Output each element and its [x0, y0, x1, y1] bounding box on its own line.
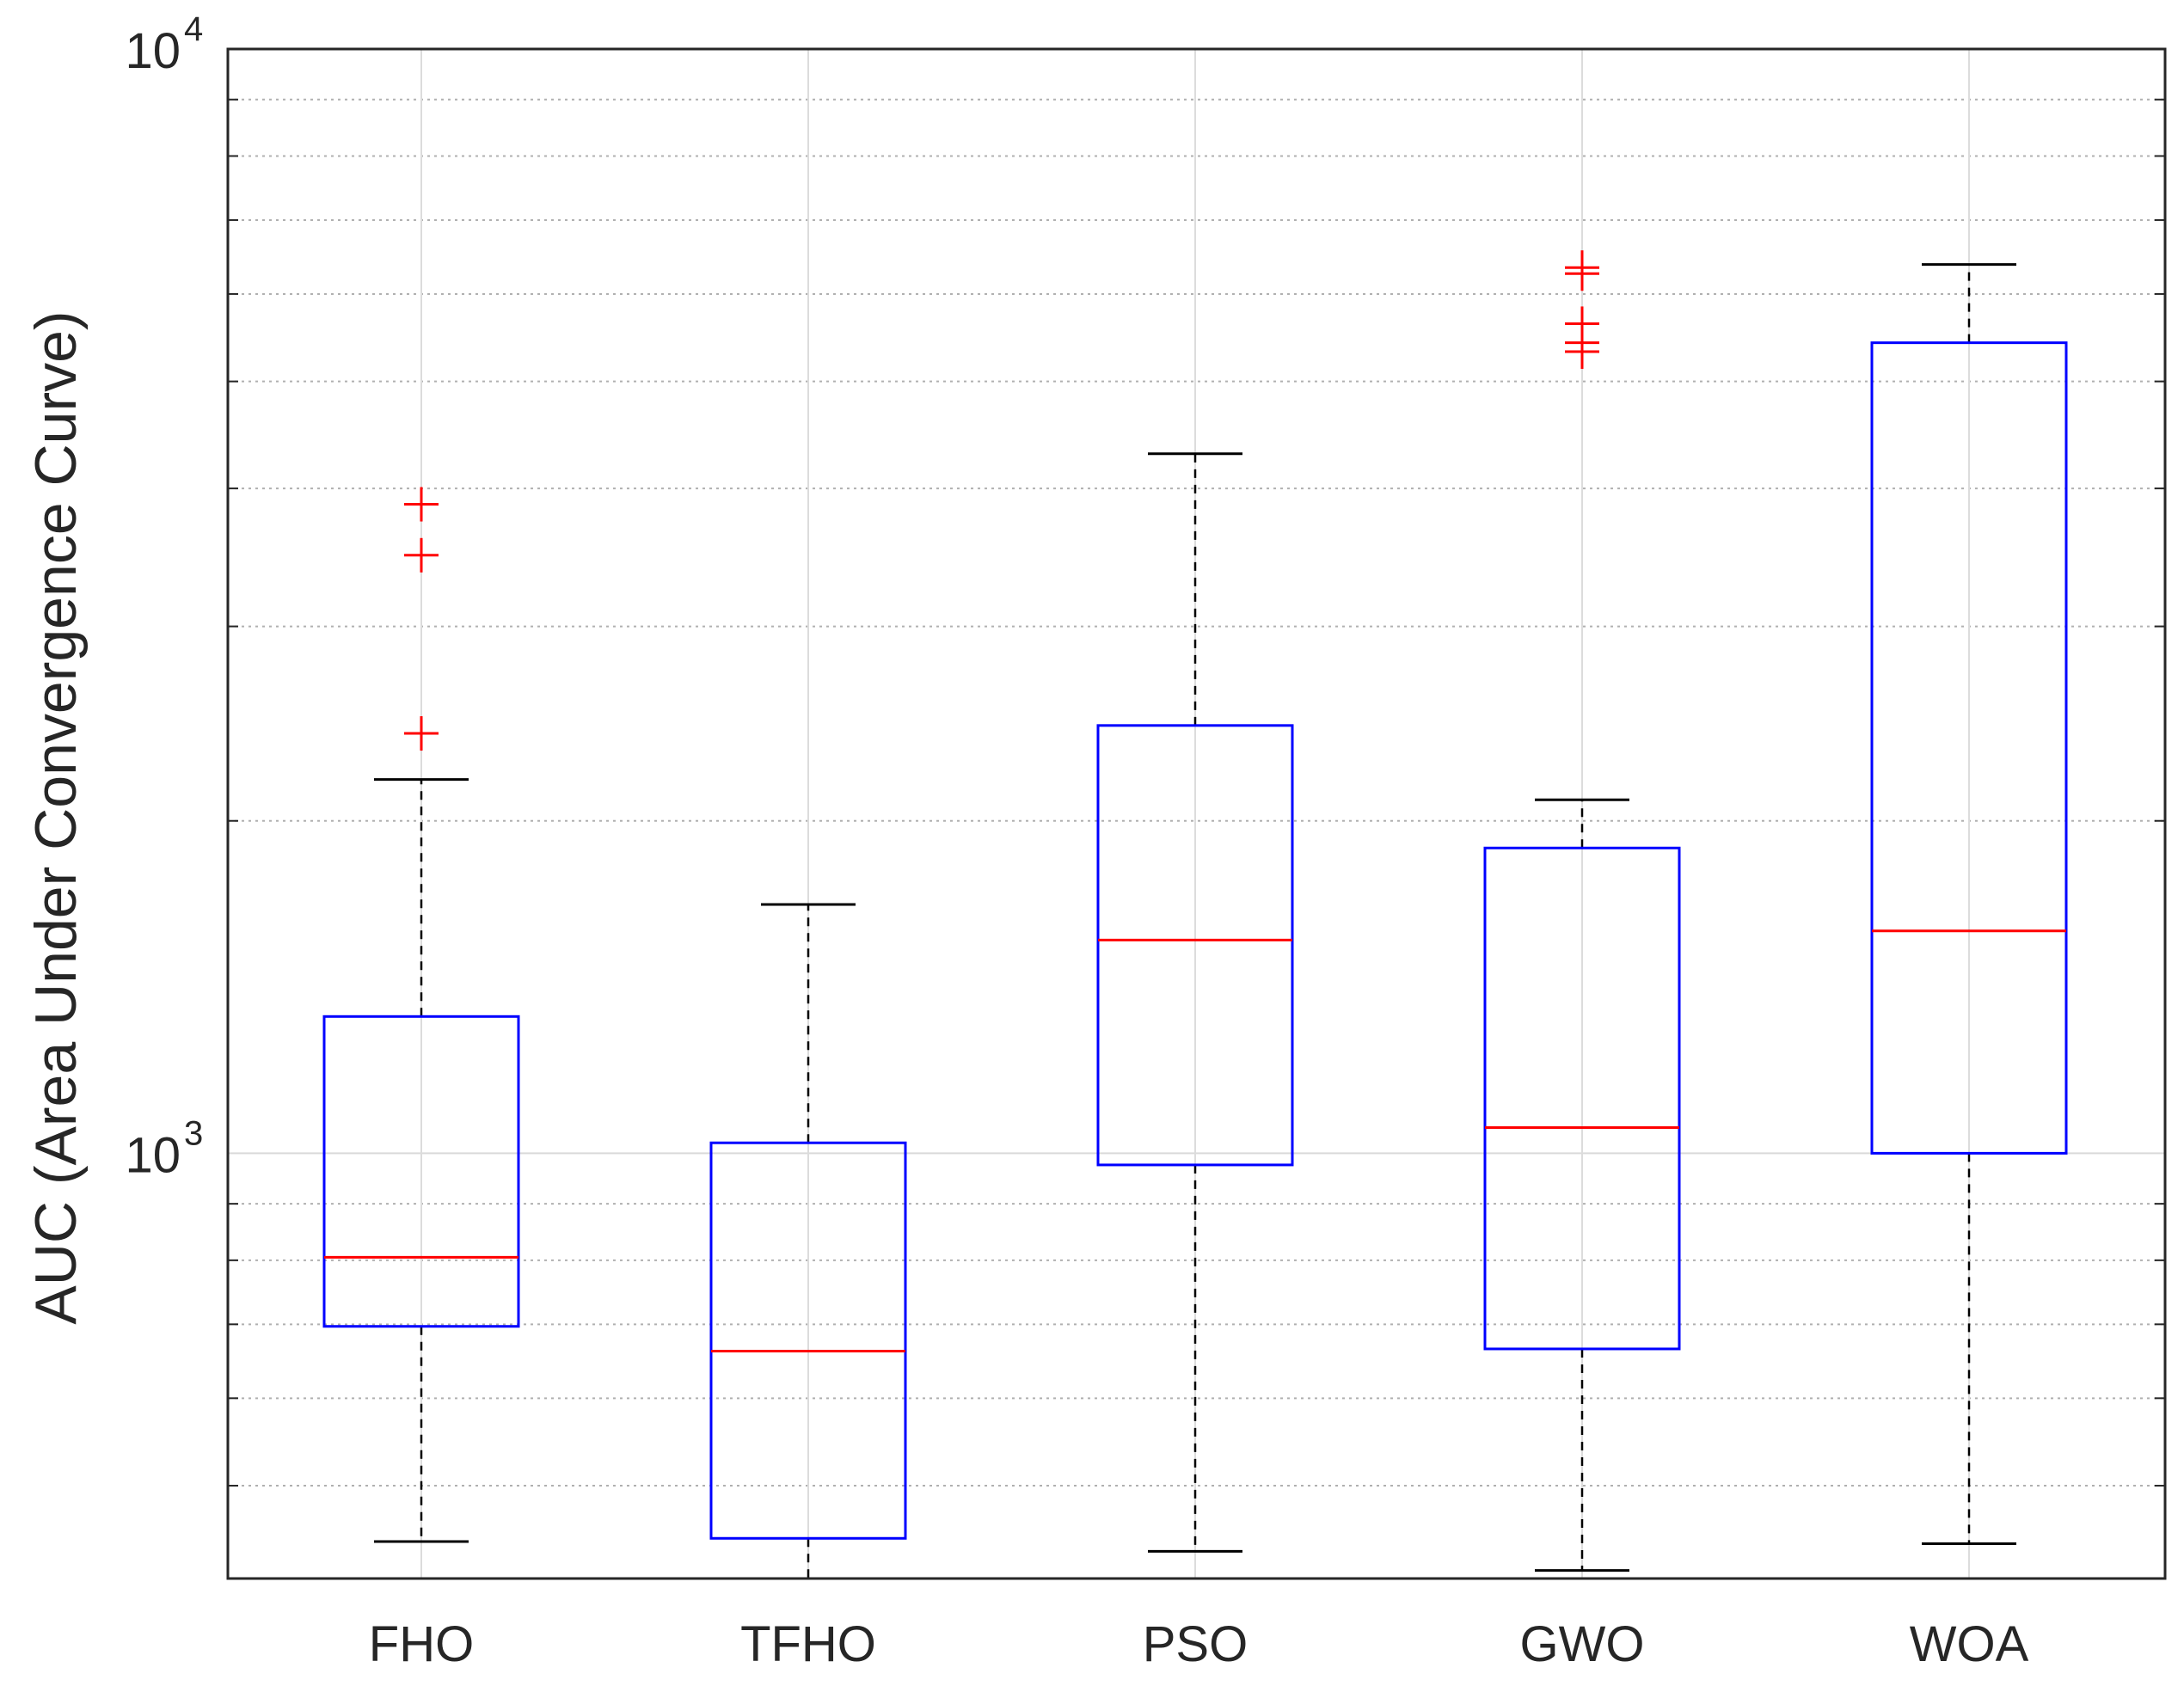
y-axis-title: AUC (Area Under Convergence Curve) [23, 310, 89, 1324]
box-tfho [709, 903, 907, 1580]
y-tick-exponent: 3 [184, 1114, 203, 1152]
outlier-marker [404, 716, 439, 751]
grid-lines [228, 49, 2165, 1579]
x-tick-label: GWO [1520, 1616, 1645, 1672]
y-tick-label: 10 [125, 1127, 181, 1183]
iqr-box [1483, 846, 1681, 1351]
box-woa [1870, 263, 2068, 1546]
iqr-box [1870, 341, 2068, 1155]
plot-area [322, 250, 2068, 1580]
box-pso [1096, 452, 1294, 1553]
outlier-marker [1565, 306, 1599, 341]
x-tick-label: PSO [1143, 1616, 1248, 1672]
box-gwo [1483, 250, 1681, 1572]
x-tick-label: WOA [1910, 1616, 2029, 1672]
outlier-marker [404, 487, 439, 522]
box-fho [322, 487, 520, 1543]
x-tick-label: TFHO [740, 1616, 876, 1672]
axes-frame [226, 47, 2167, 1580]
iqr-box [1096, 724, 1294, 1167]
iqr-box [322, 1015, 520, 1328]
y-tick-exponent: 4 [184, 10, 203, 48]
outlier-marker [404, 537, 439, 573]
y-tick-label: 10 [125, 23, 181, 79]
outlier-marker [1565, 250, 1599, 285]
iqr-box [709, 1141, 907, 1540]
x-tick-label: FHO [369, 1616, 474, 1672]
